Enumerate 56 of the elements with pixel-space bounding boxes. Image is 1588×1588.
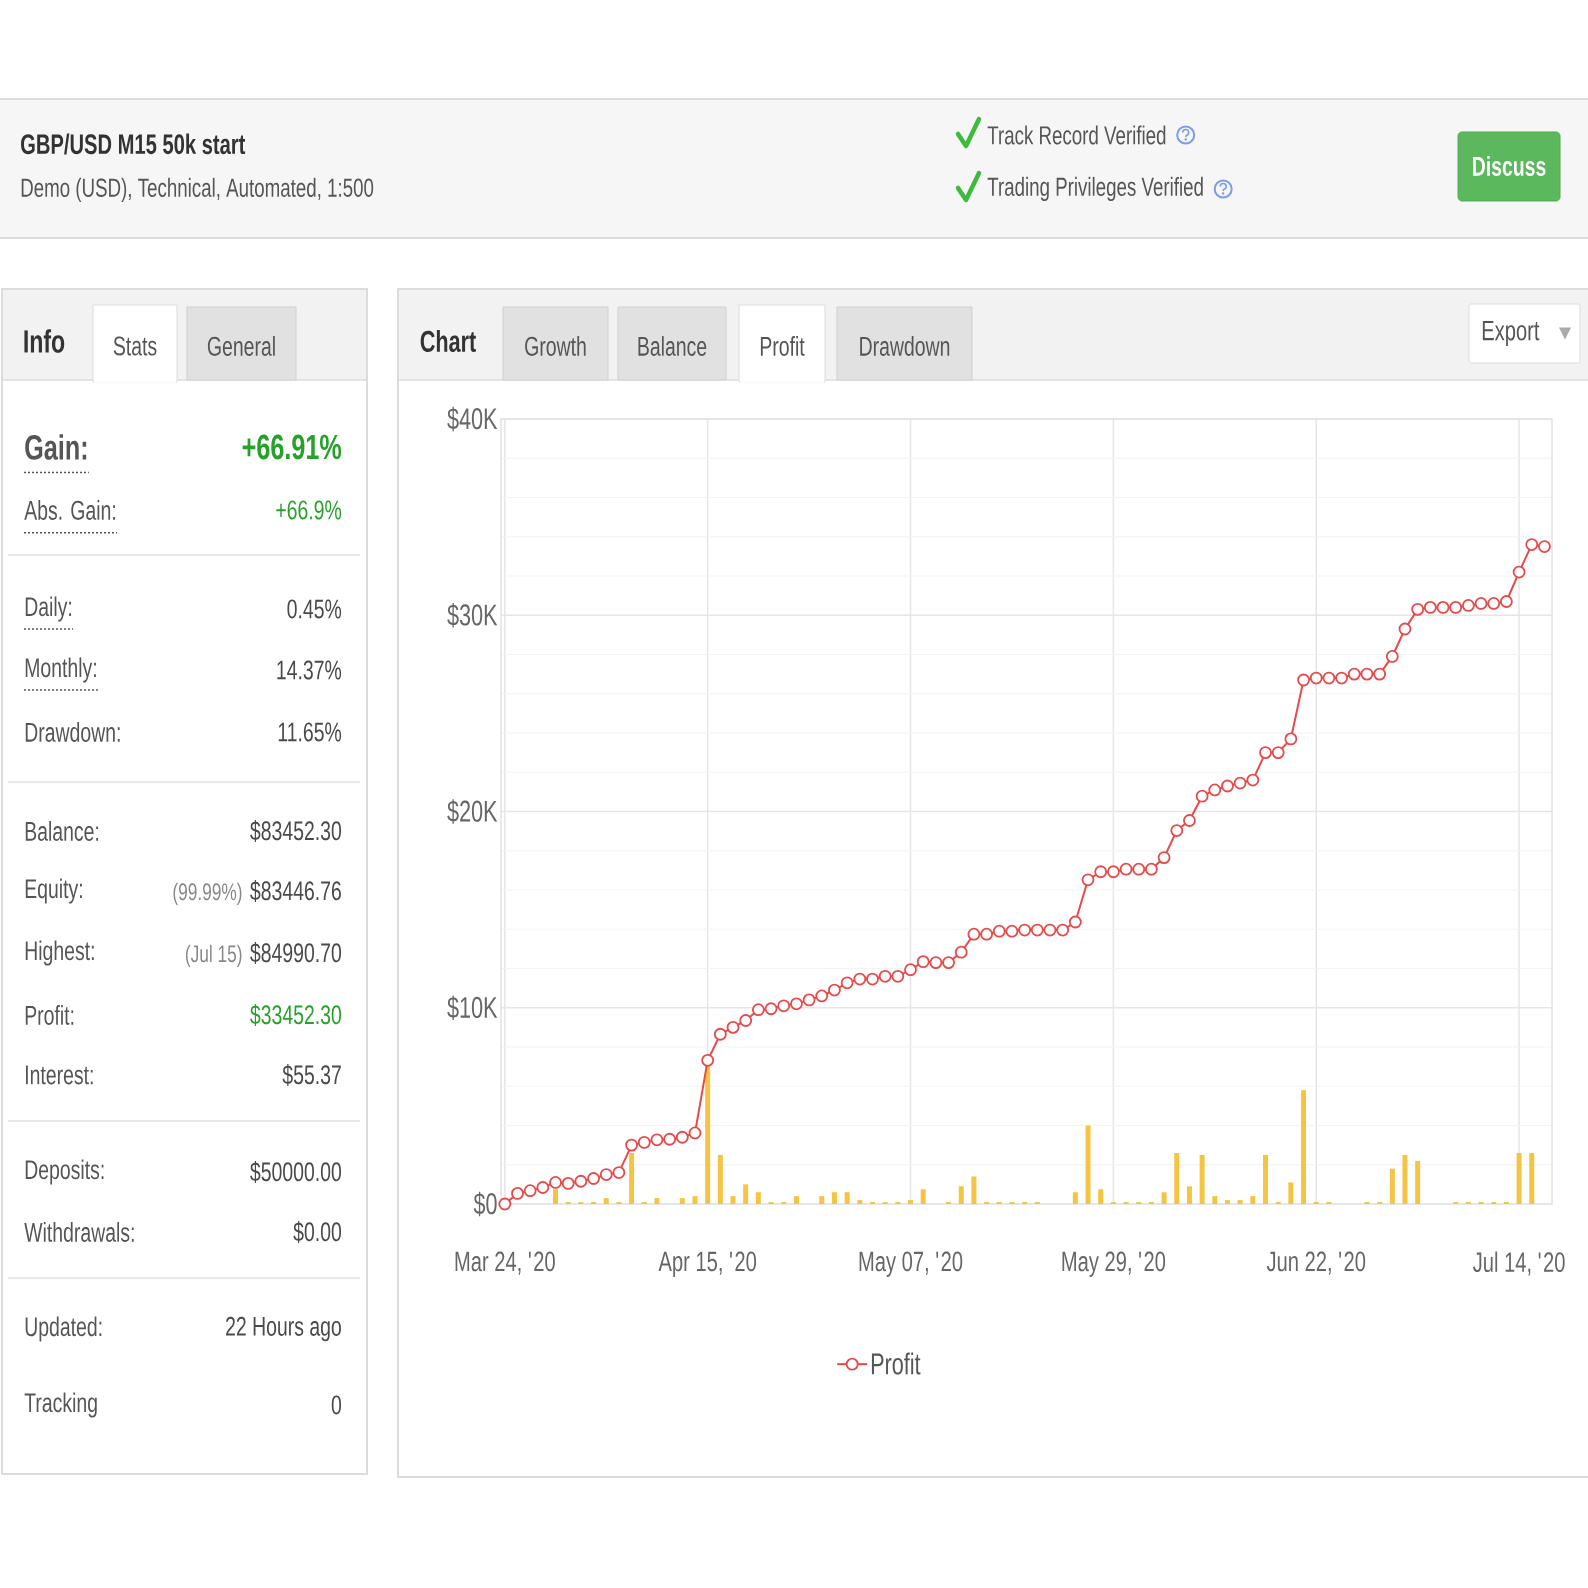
text: Track Record Verified <box>987 125 1166 145</box>
y-tick-label: $10K <box>447 995 498 1020</box>
x-tick-label: Jul 14, '20 <box>1473 1251 1565 1276</box>
x-tick-label: Jun 22, '20 <box>1266 1251 1366 1275</box>
y-tick-label: $20K <box>447 799 498 824</box>
text: 11.65% <box>278 722 342 742</box>
text: Profit: <box>25 1005 74 1025</box>
text: Updated: <box>25 1316 102 1342</box>
text: $84990.70 <box>250 942 342 964</box>
text: Drawdown <box>860 336 950 356</box>
text: Abs. Gain: <box>24 500 115 520</box>
text: $33452.30 <box>250 1004 342 1026</box>
text: Demo (USD), Technical, Automated, 1:500 <box>21 177 374 203</box>
text: Highest: <box>25 940 94 966</box>
x-tick-label: Mar 24, '20 <box>455 1251 555 1275</box>
text: Profit <box>760 336 805 356</box>
legend-label: Profit <box>871 1352 921 1375</box>
text: Monthly: <box>25 657 96 683</box>
y-tick-label: $30K <box>447 603 498 628</box>
text: $0.00 <box>293 1221 342 1243</box>
text: Drawdown: <box>25 722 120 742</box>
text: Gain: <box>25 434 87 460</box>
text: 0 <box>331 1395 342 1415</box>
text: Stats <box>113 336 157 356</box>
y-tick-label: $40K <box>447 406 498 432</box>
text: Growth <box>525 336 586 356</box>
text: Daily: <box>25 596 72 622</box>
text: (Jul 15) <box>185 944 242 968</box>
text: Chart <box>420 329 476 352</box>
text: $83452.30 <box>250 820 342 842</box>
text: Info <box>24 329 65 353</box>
text: $83446.76 <box>250 880 341 902</box>
text: General <box>207 336 275 356</box>
text: Balance <box>638 336 707 356</box>
text: Trading Privileges Verified <box>987 176 1203 202</box>
text: 14.37% <box>277 660 342 680</box>
text: Discuss <box>1473 156 1546 176</box>
text: +66.91% <box>242 434 342 460</box>
text: GBP/USD M15 50k start <box>21 133 246 155</box>
text: Export <box>1482 320 1540 347</box>
y-tick-label: $0 <box>473 1191 497 1217</box>
text: Deposits: <box>25 1159 104 1185</box>
text: 22 Hours ago <box>226 1316 341 1342</box>
text: +66.9% <box>276 500 342 520</box>
text: Withdrawals: <box>24 1222 134 1242</box>
text: $50000.00 <box>250 1161 342 1183</box>
x-tick-label: Apr 15, '20 <box>658 1251 757 1277</box>
text: $55.37 <box>282 1064 341 1086</box>
text: Equity: <box>25 878 82 904</box>
x-tick-label: May 29, '20 <box>1062 1251 1166 1277</box>
text: Balance: <box>25 821 99 841</box>
text: Tracking <box>24 1392 97 1418</box>
text: (99.99%) <box>173 882 242 906</box>
text: Interest: <box>26 1065 93 1085</box>
text: 0.45% <box>287 599 342 619</box>
x-tick-label: May 07, '20 <box>859 1251 963 1277</box>
